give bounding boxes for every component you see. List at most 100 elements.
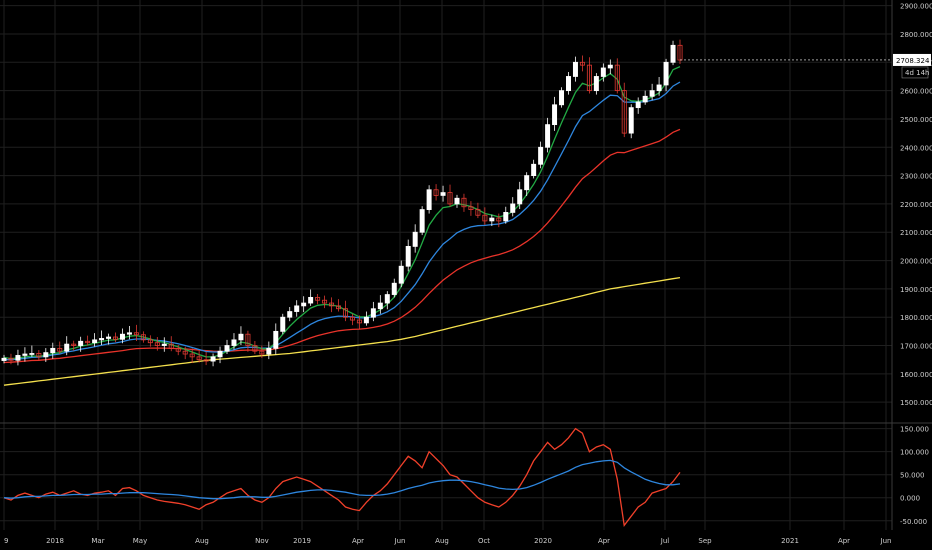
candle-body [259, 350, 265, 355]
candle-body [231, 339, 237, 346]
candle-body [217, 350, 223, 358]
candle-body [189, 353, 195, 358]
osc-blue-line [3, 459, 681, 500]
price-tick-label: 2500.000 [900, 116, 932, 124]
time-axis-label: Mar [91, 537, 104, 545]
sma-long-line [3, 276, 681, 386]
candle-body [566, 76, 571, 92]
candle-body [147, 339, 153, 344]
candle-body [154, 342, 160, 346]
candle-body [419, 209, 425, 233]
candle-body [510, 203, 516, 213]
time-axis-label: 2018 [46, 537, 64, 545]
price-tick-label: 2900.000 [900, 3, 932, 11]
candle-body [182, 350, 188, 355]
time-axis-label: Nov [255, 537, 269, 545]
candle-body [572, 61, 578, 77]
candle-body [8, 357, 14, 361]
candle-body [370, 308, 376, 318]
candle-body [559, 90, 565, 106]
candle-body [29, 353, 35, 355]
candle-body [447, 192, 453, 205]
time-axis-label: Apr [838, 537, 850, 545]
candle-body [245, 333, 251, 346]
time-axis-label: Apr [352, 537, 364, 545]
price-tick-label: 2000.000 [900, 258, 932, 266]
candle-body [140, 334, 146, 341]
time-axis-label: Aug [435, 537, 449, 545]
candle-body [224, 345, 230, 352]
price-tick-label: 1900.000 [900, 286, 932, 294]
candle-body [342, 308, 348, 318]
price-tick-label: 1700.000 [900, 343, 932, 351]
candle-body [524, 175, 530, 191]
candle-body [57, 347, 63, 352]
candle-body [113, 336, 118, 340]
candle-body [287, 311, 293, 318]
osc-tick-label: 150.000 [900, 426, 929, 434]
candle-body [210, 356, 216, 362]
candle-body [294, 305, 300, 312]
time-axis-label: Jun [394, 537, 406, 545]
candle-body [503, 212, 509, 222]
candle-body [517, 189, 523, 205]
candle-body [315, 296, 321, 301]
time-axis-label: Jun [880, 537, 892, 545]
candle-body [412, 231, 418, 247]
candle-body [15, 355, 21, 361]
osc-tick-label: 0.000 [900, 495, 920, 503]
candle-body [579, 61, 585, 66]
candle-body [531, 163, 537, 176]
time-axis-label: Jul [660, 537, 670, 545]
candle-body [377, 302, 383, 310]
candle-body [461, 197, 467, 208]
ema-slow-line [3, 128, 681, 364]
candle-body [440, 192, 446, 196]
candle-body [593, 76, 599, 92]
candle-body [663, 61, 669, 86]
candle-body [43, 352, 49, 358]
candle-body [635, 101, 641, 109]
candle-body [349, 316, 355, 321]
countdown-badge [901, 66, 929, 79]
time-axis-label: Apr [598, 537, 610, 545]
time-axis-label: 2020 [534, 537, 552, 545]
candle-body [621, 90, 627, 134]
price-tick-label: 1800.000 [900, 314, 932, 322]
candle-body [273, 330, 279, 349]
last-price-badge [893, 53, 931, 66]
price-tick-label: 2100.000 [900, 229, 932, 237]
candle-body [36, 353, 42, 358]
candle-body [50, 347, 56, 354]
countdown-label: 4d 14h [905, 69, 929, 77]
candle-body [391, 282, 397, 295]
osc-red-line [3, 427, 681, 528]
candle-body [203, 359, 209, 362]
candle-body [161, 343, 167, 346]
candle-body [238, 333, 244, 341]
candle-body [71, 343, 77, 346]
time-axis-label: Sep [698, 537, 712, 545]
osc-tick-label: 50.000 [900, 472, 925, 480]
price-tick-label: 2200.000 [900, 201, 932, 209]
candle-body [280, 316, 286, 332]
candle-body [356, 319, 362, 324]
candle-body [454, 197, 460, 205]
ema-mid-line [4, 81, 681, 361]
candle-body [656, 84, 662, 92]
candle-body [266, 347, 272, 355]
price-tick-label: 2400.000 [900, 144, 932, 152]
candle-body [489, 217, 495, 222]
candle-body [329, 302, 335, 307]
time-axis-label: 2021 [781, 537, 799, 545]
last-price-label: 2708.324 [896, 57, 930, 65]
candle-body [642, 95, 648, 103]
osc-tick-label: -50.000 [900, 518, 927, 526]
candle-body [22, 353, 28, 356]
candle-body [301, 302, 307, 307]
candle-body [168, 343, 174, 349]
candle-body [252, 345, 258, 352]
